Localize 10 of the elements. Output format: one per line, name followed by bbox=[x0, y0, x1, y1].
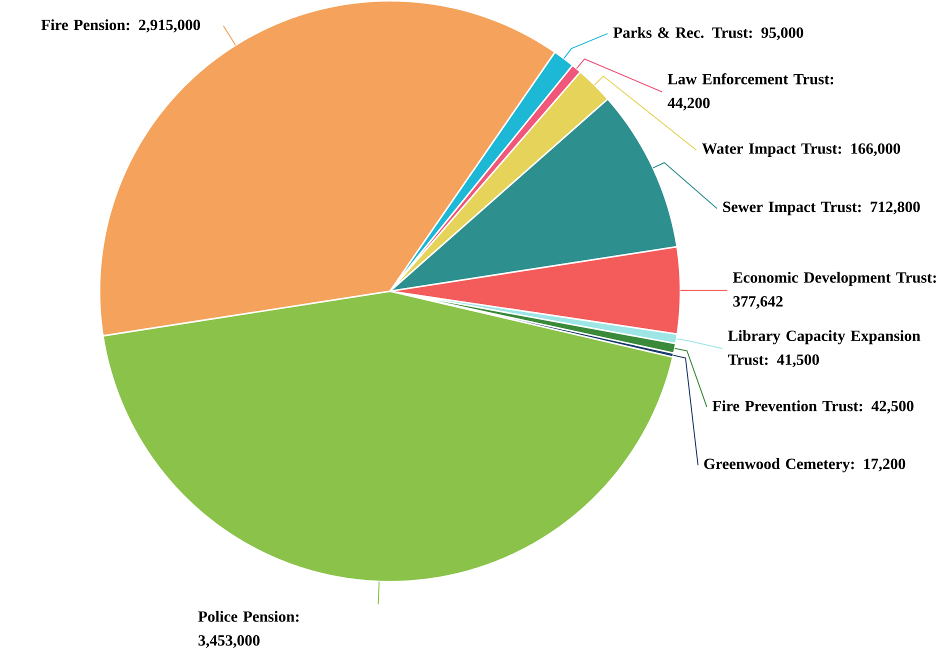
slice-label: Economic Development Trust: 377,642 bbox=[732, 272, 936, 309]
slice-label: Sewer Impact Trust: 712,800 bbox=[723, 202, 920, 216]
slice-label: Water Impact Trust: 166,000 bbox=[702, 143, 900, 157]
slice-label: Fire Prevention Trust: 42,500 bbox=[712, 400, 914, 414]
slice-label: Greenwood Cemetery: 17,200 bbox=[704, 458, 906, 472]
legend-label: Fire Pension: 2,915,000 bbox=[41, 19, 200, 32]
slice-label: Police Pension: 3,453,000 bbox=[198, 610, 299, 648]
slice-label: Law Enforcement Trust: 44,200 bbox=[668, 73, 834, 110]
slice-label: Library Capacity Expansion Trust: 41,500 bbox=[728, 330, 920, 368]
slice-label: Parks & Rec. Trust: 95,000 bbox=[613, 26, 804, 40]
